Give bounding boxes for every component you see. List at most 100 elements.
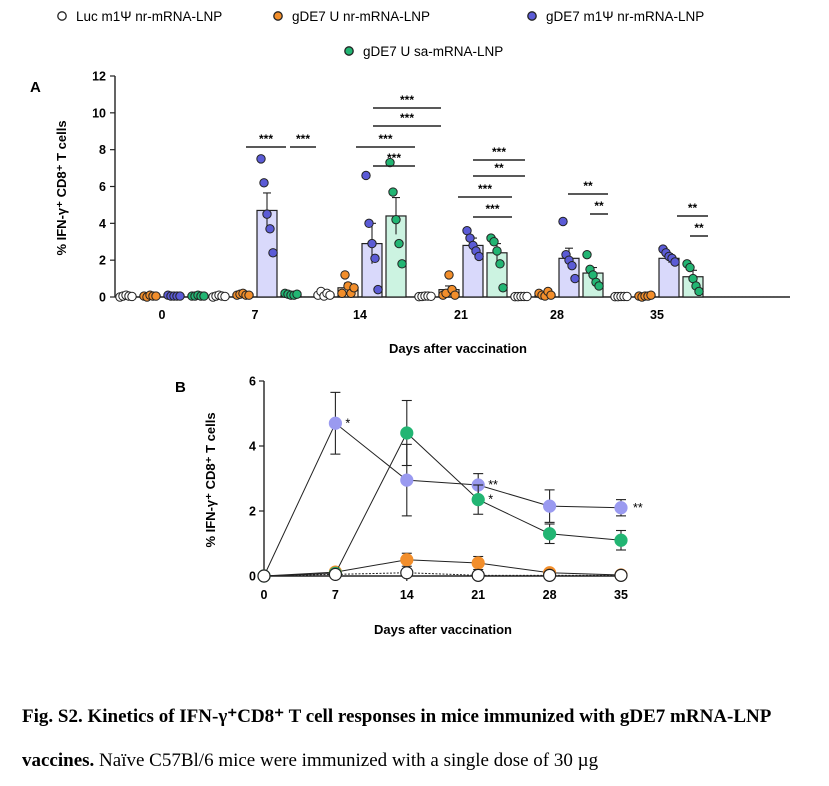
panel-b-ytick-label: 4 bbox=[249, 440, 256, 454]
panel-a-xtick-label: 35 bbox=[650, 308, 664, 322]
data-point bbox=[397, 259, 407, 269]
panel-a-ytick-label: 2 bbox=[99, 254, 106, 268]
data-point bbox=[328, 416, 342, 430]
series-line bbox=[263, 422, 622, 577]
data-point bbox=[546, 290, 556, 300]
panel-b-ylabel: % IFN-γ⁺ CD8⁺ T cells bbox=[203, 412, 218, 547]
data-point bbox=[220, 291, 230, 302]
data-point bbox=[391, 214, 401, 225]
panel-a-ytick-label: 0 bbox=[99, 291, 106, 305]
panel-a-ylabel: % IFN-γ⁺ CD8⁺ T cells bbox=[54, 120, 69, 255]
data-point bbox=[542, 527, 557, 541]
panel-a-xtick-label: 21 bbox=[454, 308, 468, 322]
data-point bbox=[450, 290, 460, 300]
figure: Luc m1Ψ nr-mRNA-LNP gDE7 U nr-mRNA-LNP gDE… bbox=[30, 9, 790, 637]
panel-b-xtick-label: 28 bbox=[543, 588, 557, 602]
data-point bbox=[244, 290, 254, 300]
data-point bbox=[394, 238, 404, 249]
legend-marker-1 bbox=[273, 11, 283, 21]
significance-label: *** bbox=[296, 132, 310, 146]
series-line bbox=[263, 559, 622, 577]
data-point bbox=[400, 566, 414, 580]
data-point bbox=[400, 426, 414, 440]
data-point bbox=[542, 568, 557, 582]
data-point bbox=[151, 291, 161, 301]
caption-title: Fig. S2. Kinetics of IFN-γ⁺CD8⁺ T cell r… bbox=[22, 706, 771, 771]
significance-marker: ** bbox=[633, 501, 643, 515]
panel-b-xtick-label: 14 bbox=[400, 588, 414, 602]
data-point bbox=[325, 290, 335, 300]
data-point bbox=[337, 288, 347, 299]
data-point bbox=[522, 291, 532, 302]
data-point bbox=[265, 224, 275, 234]
data-point bbox=[257, 569, 271, 583]
data-point bbox=[614, 568, 628, 582]
data-point bbox=[614, 533, 628, 547]
data-point bbox=[471, 493, 485, 507]
legend: Luc m1Ψ nr-mRNA-LNP gDE7 U nr-mRNA-LNP gDE… bbox=[57, 9, 704, 59]
significance-label: ** bbox=[583, 179, 593, 193]
data-point bbox=[444, 270, 454, 280]
panel-a-xlabel: Days after vaccination bbox=[389, 341, 527, 356]
series-line bbox=[263, 432, 622, 577]
legend-label-1: gDE7 U nr-mRNA-LNP bbox=[292, 9, 430, 24]
significance-label: ** bbox=[694, 221, 704, 235]
data-point bbox=[471, 568, 485, 582]
data-point bbox=[328, 567, 342, 581]
data-point bbox=[594, 281, 604, 291]
data-point bbox=[262, 209, 272, 219]
panel-a-xtick-label: 28 bbox=[550, 308, 564, 322]
data-point bbox=[370, 253, 380, 264]
data-point bbox=[685, 262, 695, 273]
significance-label: *** bbox=[492, 145, 506, 159]
panel-a-letter: A bbox=[30, 79, 41, 96]
data-point bbox=[340, 270, 350, 280]
data-point bbox=[646, 290, 656, 300]
data-point bbox=[256, 154, 266, 164]
data-point bbox=[670, 257, 680, 267]
panel-a-ytick-label: 12 bbox=[92, 70, 106, 84]
data-point bbox=[622, 291, 632, 302]
data-point bbox=[373, 284, 383, 295]
panel-a-xtick-label: 0 bbox=[159, 308, 166, 322]
data-point bbox=[614, 501, 628, 515]
panel-a-xtick-label: 14 bbox=[353, 308, 367, 322]
data-point bbox=[400, 553, 414, 567]
panel-b-xtick-label: 7 bbox=[332, 588, 339, 602]
data-point bbox=[199, 291, 209, 301]
panel-a-ytick-label: 10 bbox=[92, 106, 106, 120]
panel-b-xtick-label: 21 bbox=[471, 588, 485, 602]
panel-b-ytick-label: 6 bbox=[249, 375, 256, 389]
significance-label: *** bbox=[387, 151, 401, 165]
significance-label: ** bbox=[494, 161, 504, 175]
panel-b-xtick-label: 0 bbox=[261, 588, 268, 602]
panel-b-xtick-label: 35 bbox=[614, 588, 628, 602]
data-point bbox=[567, 260, 577, 271]
data-point bbox=[364, 218, 374, 229]
data-point bbox=[471, 556, 485, 570]
series-line bbox=[263, 572, 621, 577]
figure-caption: Fig. S2. Kinetics of IFN-γ⁺CD8⁺ T cell r… bbox=[22, 695, 822, 783]
panel-b-xlabel: Days after vaccination bbox=[374, 622, 512, 637]
significance-label: *** bbox=[378, 132, 392, 146]
significance-label: *** bbox=[400, 93, 414, 107]
legend-marker-3 bbox=[344, 46, 354, 56]
data-point bbox=[388, 187, 398, 197]
data-point bbox=[292, 289, 302, 299]
data-point bbox=[400, 473, 414, 487]
data-point bbox=[492, 246, 502, 256]
significance-marker: * bbox=[345, 416, 350, 430]
significance-label: *** bbox=[485, 202, 499, 216]
significance-marker: * bbox=[488, 493, 493, 507]
data-point bbox=[498, 283, 508, 293]
caption-text: Naïve C57Bl/6 mice were immunized with a… bbox=[99, 750, 599, 771]
data-point bbox=[694, 286, 704, 297]
data-point bbox=[426, 291, 436, 301]
data-point bbox=[495, 259, 505, 269]
significance-label: *** bbox=[400, 111, 414, 125]
significance-label: ** bbox=[688, 201, 698, 215]
data-point bbox=[349, 283, 359, 293]
significance-label: *** bbox=[478, 182, 492, 196]
